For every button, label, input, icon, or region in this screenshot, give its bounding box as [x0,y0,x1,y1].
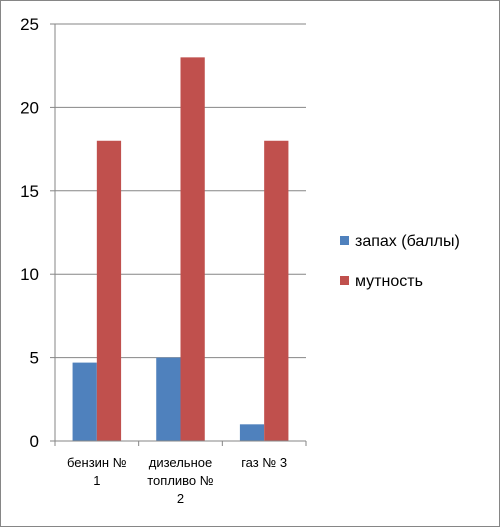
x-tick-label: газ № 3 [241,455,287,470]
x-axis-labels: бензин № 1 дизельное топливо № 2 газ № 3 [67,455,287,506]
bar-series-2-cat-1 [96,140,122,441]
bars [72,57,289,442]
axes [54,24,307,446]
x-tick-label: топливо № [147,473,214,488]
y-tick-label: 10 [20,265,39,284]
x-tick-label: бензин № [67,455,127,470]
legend-swatch [340,236,349,245]
bar-series-1-cat-1 [72,362,97,441]
bar-series-1-cat-2 [156,357,181,441]
bar-series-1-cat-3 [239,424,265,441]
x-tick-label: дизельное [149,455,212,470]
x-tick-label: 1 [93,473,100,488]
y-tick-label: 25 [20,15,39,34]
bar-series-2-cat-2 [180,57,205,442]
x-tick-label: 2 [177,491,184,506]
y-tick-label: 15 [20,182,39,201]
legend-swatch [340,276,349,285]
legend: запах (баллы) мутность [340,233,460,290]
bar-series-2-cat-3 [264,140,289,441]
legend-label: мутность [355,273,423,290]
y-tick-label: 0 [30,432,39,451]
legend-label: запах (баллы) [355,233,460,250]
y-tick-label: 5 [30,349,39,368]
y-axis-ticks: 0 5 10 15 20 25 [20,15,55,451]
y-tick-label: 20 [20,98,39,117]
